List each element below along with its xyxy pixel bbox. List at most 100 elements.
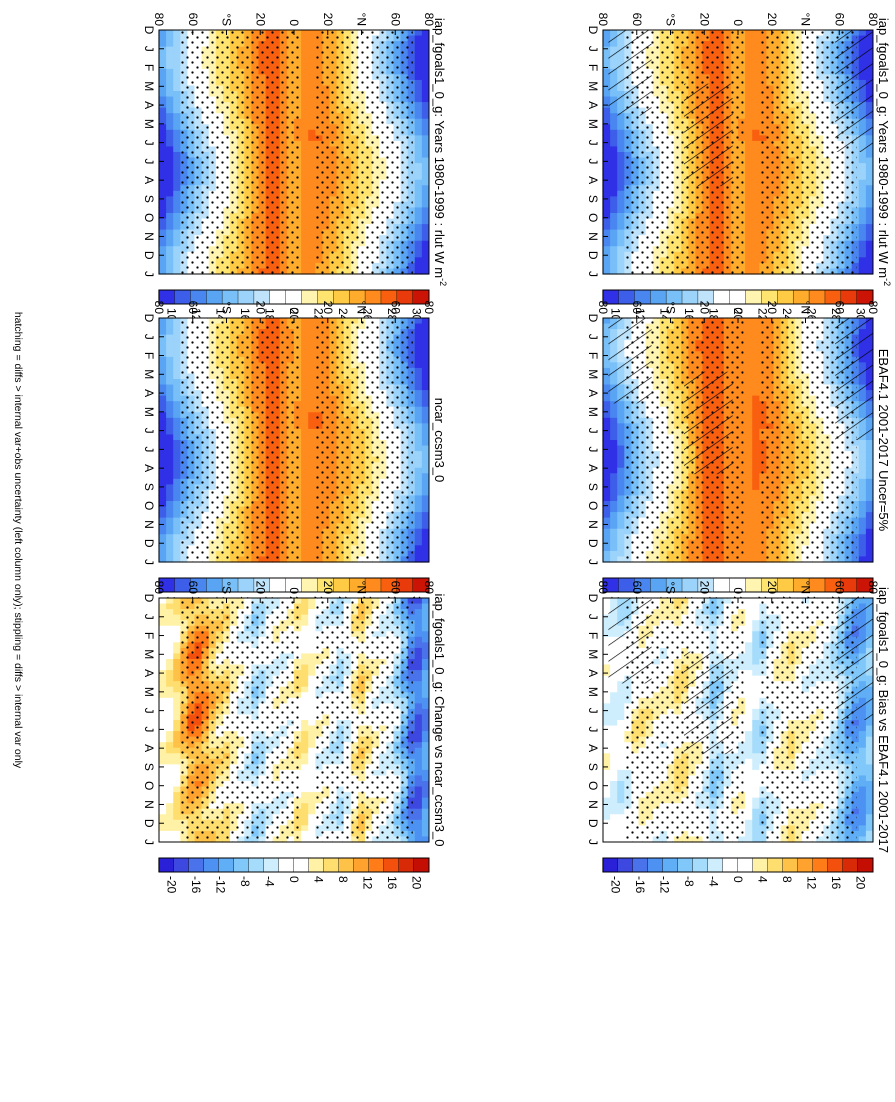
heatmap-cell: [165, 251, 174, 258]
heatmap-cell: [602, 185, 611, 192]
heatmap-cell: [858, 218, 866, 225]
heatmap-cell: [858, 257, 866, 264]
heatmap-cell: [744, 46, 753, 53]
heatmap-cell: [602, 517, 611, 524]
heatmap-cell: [158, 46, 167, 53]
heatmap-cell: [602, 229, 611, 236]
heatmap-cell: [609, 501, 618, 508]
heatmap-cell: [751, 434, 760, 441]
heatmap-cell: [307, 124, 316, 131]
heatmap-cell: [858, 179, 866, 186]
heatmap-cell: [165, 107, 174, 114]
heatmap-cell: [165, 96, 174, 103]
heatmap-cell: [616, 417, 625, 424]
heatmap-cell: [744, 185, 753, 192]
panel-title-superscript: -2: [882, 278, 892, 286]
heatmap-cell: [751, 68, 760, 75]
heatmap-cell: [172, 207, 181, 214]
heatmap-cell: [172, 235, 181, 242]
heatmap-cell: [172, 68, 181, 75]
hatching-overlay: [608, 30, 652, 116]
heatmap-cell: [158, 57, 167, 64]
heatmap-cell: [609, 196, 618, 203]
heatmap-cell: [858, 174, 866, 181]
heatmap-cell: [414, 52, 422, 59]
x-tick-label: S: [586, 195, 600, 203]
heatmap-cell: [609, 445, 618, 452]
heatmap-cell: [421, 30, 429, 37]
heatmap-cell: [616, 179, 625, 186]
hatching-overlay: [835, 30, 873, 152]
y-tick-label: 60: [186, 13, 200, 27]
heatmap-cell: [165, 224, 174, 231]
heatmap-cell: [858, 506, 866, 513]
heatmap-cell: [616, 196, 625, 203]
heatmap-cell: [307, 246, 316, 253]
heatmap-cell: [751, 489, 760, 497]
heatmap-cell: [158, 124, 167, 131]
heatmap-cell: [616, 201, 625, 209]
heatmap-cell: [421, 91, 429, 98]
heatmap-cell: [865, 224, 873, 231]
heatmap-cell: [300, 129, 309, 136]
heatmap-cell: [414, 96, 422, 103]
x-tick-label: M: [142, 119, 156, 129]
heatmap-cell: [158, 96, 167, 103]
x-tick-label: D: [586, 26, 600, 35]
heatmap-cell: [307, 129, 316, 136]
heatmap-cell: [865, 168, 873, 175]
heatmap-cell: [300, 190, 309, 197]
heatmap-cell: [609, 235, 618, 242]
y-tick-label: °S: [220, 13, 234, 26]
heatmap-cell: [165, 46, 174, 53]
y-tick-label: 20: [697, 13, 711, 27]
heatmap-cell: [158, 196, 167, 203]
heatmap-cell: [858, 523, 866, 530]
heatmap-cell: [414, 140, 422, 148]
heatmap-cell: [307, 107, 316, 114]
heatmap-cell: [602, 30, 611, 37]
heatmap-cell: [172, 63, 181, 70]
heatmap-cell: [616, 251, 625, 258]
heatmap-cell: [751, 102, 760, 109]
heatmap-cell: [421, 229, 429, 236]
heatmap-cell: [602, 445, 611, 452]
heatmap-cell: [865, 257, 873, 264]
heatmap-cell: [172, 129, 181, 136]
heatmap-cell: [602, 484, 611, 491]
heatmap-cell: [744, 489, 753, 497]
heatmap-cell: [744, 440, 753, 447]
heatmap-cell: [421, 224, 429, 231]
heatmap-cell: [602, 152, 611, 159]
heatmap-cell: [158, 240, 167, 247]
heatmap-cell: [865, 240, 873, 247]
heatmap-cell: [300, 35, 309, 42]
heatmap-cell: [858, 512, 866, 519]
heatmap-cell: [307, 224, 316, 231]
heatmap-cell: [751, 373, 760, 380]
heatmap-cell: [165, 135, 174, 142]
heatmap-cell: [165, 174, 174, 181]
heatmap-cell: [307, 163, 316, 170]
heatmap-cell: [414, 79, 422, 87]
heatmap-cell: [744, 146, 753, 153]
panel-p1: iap_fgoals1_0_g: Years 1980-1999 : rlut …: [586, 13, 892, 329]
heatmap-cell: [300, 41, 309, 48]
heatmap-cell: [307, 157, 316, 164]
x-tick-label: J: [142, 271, 156, 277]
heatmap-cell: [616, 406, 625, 413]
heatmap-cell: [744, 35, 753, 42]
heatmap-cell: [744, 451, 753, 458]
heatmap-cell: [172, 74, 181, 81]
colorbar-swatch: [301, 289, 319, 305]
heatmap-cell: [165, 235, 174, 242]
heatmap-cell: [744, 406, 753, 413]
heatmap-cell: [609, 428, 618, 436]
heatmap-cell: [165, 185, 174, 192]
y-tick-label: 80: [596, 13, 610, 27]
heatmap-cell: [172, 52, 181, 59]
heatmap-cell: [616, 478, 625, 485]
heatmap-cell: [744, 456, 753, 463]
heatmap-cell: [300, 113, 309, 120]
heatmap-cell: [751, 107, 760, 114]
